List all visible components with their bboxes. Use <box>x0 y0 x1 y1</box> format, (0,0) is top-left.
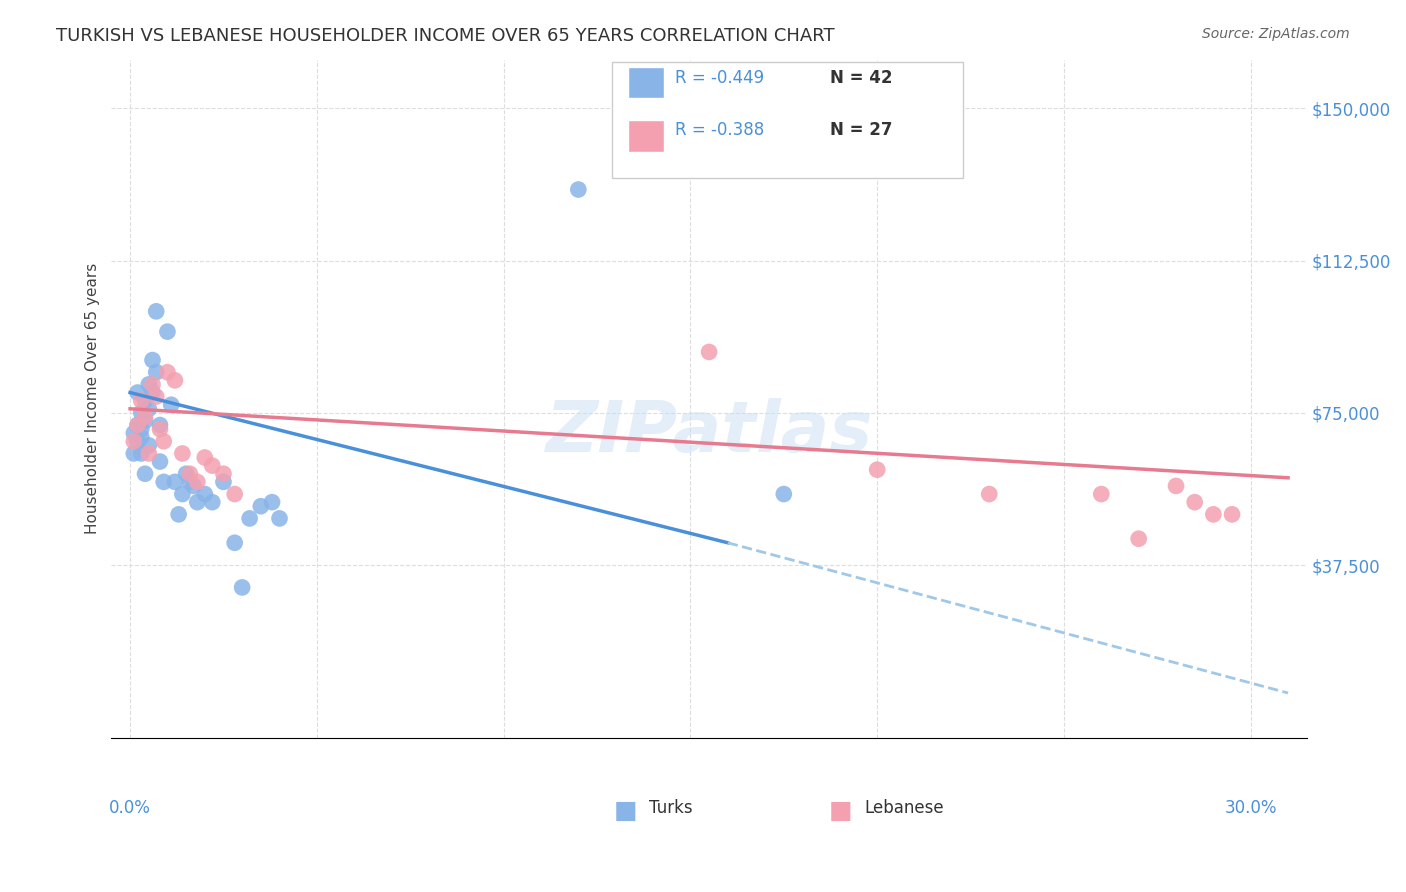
Point <box>122 446 145 460</box>
Text: Turks: Turks <box>650 798 693 817</box>
Point <box>979 487 1001 501</box>
Point <box>141 377 163 392</box>
Point <box>772 487 794 501</box>
Point <box>250 500 273 514</box>
Point <box>129 446 152 460</box>
Point <box>127 417 149 432</box>
Point <box>127 434 149 449</box>
Point <box>122 426 145 441</box>
Point <box>194 450 217 465</box>
Text: TURKISH VS LEBANESE HOUSEHOLDER INCOME OVER 65 YEARS CORRELATION CHART: TURKISH VS LEBANESE HOUSEHOLDER INCOME O… <box>56 27 835 45</box>
Point <box>201 458 224 473</box>
Point <box>156 365 179 379</box>
Point <box>141 385 163 400</box>
Point <box>145 304 167 318</box>
Point <box>194 487 217 501</box>
Point <box>172 487 194 501</box>
Point <box>179 467 201 481</box>
Point <box>567 182 589 196</box>
Point <box>145 365 167 379</box>
Point <box>149 454 172 468</box>
Point <box>156 325 179 339</box>
Point <box>697 345 720 359</box>
Point <box>138 438 160 452</box>
Text: ZIPatlas: ZIPatlas <box>546 398 873 467</box>
Point <box>163 475 186 489</box>
Point <box>138 377 160 392</box>
Point <box>186 495 208 509</box>
Point <box>201 495 224 509</box>
Point <box>183 479 205 493</box>
Point <box>127 417 149 432</box>
Point <box>186 475 208 489</box>
Point <box>163 373 186 387</box>
Point <box>239 511 262 525</box>
Point <box>134 393 156 408</box>
Point <box>152 434 174 449</box>
Point <box>1220 508 1243 522</box>
Point <box>1184 495 1206 509</box>
Point <box>129 422 152 436</box>
Point <box>152 475 174 489</box>
Point <box>174 467 197 481</box>
Point <box>138 446 160 460</box>
Point <box>167 508 190 522</box>
Point <box>160 398 183 412</box>
Point <box>1090 487 1112 501</box>
Point <box>145 390 167 404</box>
Text: ■: ■ <box>614 798 637 822</box>
Point <box>260 495 283 509</box>
Text: Lebanese: Lebanese <box>865 798 943 817</box>
Point <box>224 487 246 501</box>
Point <box>138 401 160 416</box>
Point <box>141 353 163 368</box>
Point <box>134 467 156 481</box>
Y-axis label: Householder Income Over 65 years: Householder Income Over 65 years <box>86 263 100 534</box>
Text: Source: ZipAtlas.com: Source: ZipAtlas.com <box>1202 27 1350 41</box>
Point <box>127 385 149 400</box>
Point <box>134 409 156 424</box>
Point <box>129 430 152 444</box>
Point <box>134 414 156 428</box>
Point <box>1202 508 1225 522</box>
Point <box>1164 479 1187 493</box>
Point <box>129 393 152 408</box>
Text: R = -0.388: R = -0.388 <box>675 121 763 139</box>
Text: N = 42: N = 42 <box>830 70 891 87</box>
Point <box>866 463 889 477</box>
Point <box>231 581 253 595</box>
Point <box>149 422 172 436</box>
Point <box>269 511 291 525</box>
Point <box>122 434 145 449</box>
Point <box>212 467 235 481</box>
Point <box>224 535 246 549</box>
Text: 30.0%: 30.0% <box>1225 798 1277 817</box>
Text: 0.0%: 0.0% <box>110 798 150 817</box>
Text: R = -0.449: R = -0.449 <box>675 70 763 87</box>
Text: ■: ■ <box>830 798 852 822</box>
Point <box>212 475 235 489</box>
Point <box>179 475 201 489</box>
Text: N = 27: N = 27 <box>830 121 891 139</box>
Point <box>172 446 194 460</box>
Point <box>1128 532 1150 546</box>
Point <box>149 417 172 432</box>
Point <box>129 406 152 420</box>
